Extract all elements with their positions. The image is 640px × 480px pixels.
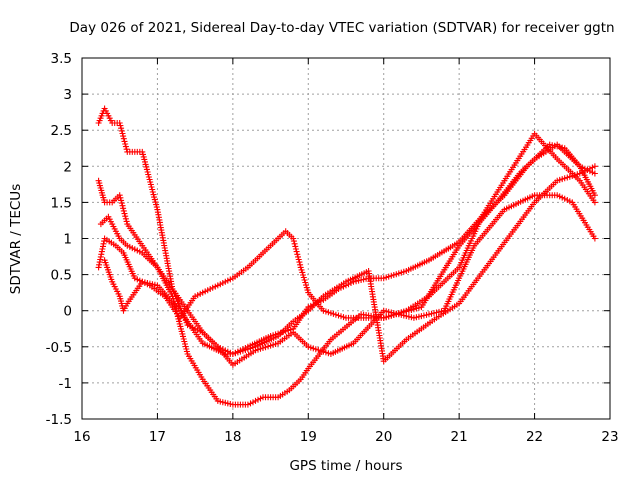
data-point xyxy=(117,122,124,129)
data-point xyxy=(295,253,301,260)
x-tick-label: 23 xyxy=(601,429,618,445)
data-point xyxy=(122,143,129,150)
y-tick-label: 0 xyxy=(63,304,72,320)
data-point xyxy=(332,311,339,318)
x-tick-label: 19 xyxy=(300,429,317,445)
y-axis-label: SDTVAR / TECUs xyxy=(8,184,24,294)
data-point xyxy=(244,346,251,353)
data-point xyxy=(291,240,298,247)
series-track-1 xyxy=(95,105,598,368)
data-point xyxy=(123,218,130,225)
x-tick-label: 17 xyxy=(149,429,166,445)
data-point xyxy=(117,194,124,201)
chart-title: Day 026 of 2021, Sidereal Day-to-day VTE… xyxy=(69,20,614,36)
data-point xyxy=(121,210,128,217)
data-point xyxy=(118,127,125,134)
data-point xyxy=(591,163,598,170)
data-point xyxy=(192,293,199,300)
data-point xyxy=(100,240,107,247)
y-tick-label: -1.5 xyxy=(46,412,72,428)
data-point xyxy=(119,130,126,137)
data-point xyxy=(143,166,150,173)
data-point xyxy=(149,189,156,195)
data-point xyxy=(262,344,269,351)
data-point xyxy=(227,276,234,283)
data-point xyxy=(385,313,392,320)
data-point xyxy=(98,251,105,258)
x-tick-label: 21 xyxy=(451,429,468,445)
data-point xyxy=(302,279,309,286)
data-point xyxy=(122,141,129,147)
data-point xyxy=(244,401,251,408)
data-point xyxy=(122,213,129,220)
data-point xyxy=(591,192,598,199)
data-point xyxy=(294,251,301,258)
series-track-5 xyxy=(101,163,598,365)
y-tick-label: 3.5 xyxy=(51,51,72,67)
y-axis: -1.5 -1 -0.5 0 0.5 1 1.5 2 2.5 3 3.5 xyxy=(46,51,610,428)
data-point xyxy=(120,135,127,142)
x-tick-label: 16 xyxy=(73,429,90,445)
plot-frame xyxy=(81,57,611,420)
data-point xyxy=(561,195,568,202)
data-point xyxy=(121,138,128,145)
y-tick-label: 3 xyxy=(63,87,72,103)
data-point xyxy=(123,146,130,153)
y-tick-label: 1 xyxy=(63,232,72,248)
data-point xyxy=(290,235,297,242)
data-point xyxy=(292,246,299,252)
x-tick-label: 22 xyxy=(526,429,543,445)
data-point xyxy=(295,256,302,263)
y-tick-label: 1.5 xyxy=(51,195,72,211)
data-point xyxy=(293,248,300,255)
x-tick-label: 20 xyxy=(375,429,392,445)
x-axis-label: GPS time / hours xyxy=(289,458,402,474)
y-tick-label: -0.5 xyxy=(46,340,72,356)
data-point xyxy=(591,235,598,242)
data-point xyxy=(292,243,299,250)
data-point xyxy=(420,312,427,319)
data-point xyxy=(99,246,106,252)
data-point xyxy=(296,259,303,266)
data-point xyxy=(297,261,304,268)
grid-lines xyxy=(82,58,610,419)
data-point xyxy=(227,401,234,407)
x-tick-label: 18 xyxy=(224,429,241,445)
data-point xyxy=(119,202,126,209)
data-point xyxy=(561,175,568,182)
x-axis: 16 17 18 19 20 21 22 23 xyxy=(73,58,619,445)
data-point xyxy=(122,215,129,222)
data-point xyxy=(120,133,127,140)
y-tick-label: 0.5 xyxy=(51,268,72,284)
data-point xyxy=(118,125,125,132)
data-point xyxy=(385,273,392,280)
data-point xyxy=(299,269,306,276)
y-tick-label: -1 xyxy=(59,376,72,392)
series-track-4 xyxy=(97,141,598,357)
data-point xyxy=(591,199,598,206)
data-point xyxy=(116,192,123,199)
data-points xyxy=(95,105,598,408)
y-tick-label: 2.5 xyxy=(51,123,72,139)
data-point xyxy=(118,200,125,207)
data-point xyxy=(118,197,125,204)
data-point xyxy=(120,207,127,214)
data-point xyxy=(116,120,123,126)
data-point xyxy=(97,256,104,263)
data-point xyxy=(579,169,586,176)
data-point xyxy=(180,333,186,340)
data-point xyxy=(591,170,598,177)
data-point xyxy=(96,261,103,268)
data-point xyxy=(139,278,146,285)
y-tick-label: 2 xyxy=(63,159,72,175)
data-point xyxy=(209,284,216,291)
data-point xyxy=(120,205,127,212)
data-point xyxy=(290,238,297,245)
